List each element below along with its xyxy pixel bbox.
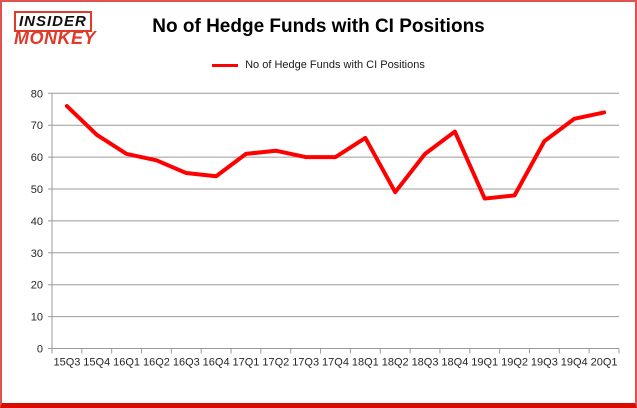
x-axis-tick-label: 17Q4 (322, 357, 349, 369)
x-axis-tick-label: 17Q2 (262, 357, 289, 369)
legend-label: No of Hedge Funds with CI Positions (245, 59, 425, 71)
x-axis-tick-label: 19Q4 (561, 357, 588, 369)
x-axis-tick-label: 19Q2 (501, 357, 528, 369)
x-axis-tick-label: 18Q3 (412, 357, 439, 369)
y-axis-tick-label: 60 (31, 152, 43, 164)
x-axis-tick-label: 16Q2 (143, 357, 170, 369)
line-chart-canvas: 0 10 20 30 40 50 60 70 80 15Q3 15Q4 16Q1 16Q2 16Q3 16Q… (31, 88, 620, 369)
insider-monkey-logo: INSIDER MONKEY (14, 11, 96, 47)
logo-insider-text: INSIDER (14, 11, 92, 32)
y-axis-tick-label: 0 (37, 344, 43, 356)
chart-title: No of Hedge Funds with CI Positions (152, 16, 485, 37)
legend-line-swatch (212, 63, 239, 67)
y-axis-tick-label: 20 (31, 280, 43, 292)
logo-monkey-text: MONKEY (14, 28, 97, 48)
y-axis-tick-label: 30 (31, 248, 43, 260)
x-axis-tick-label: 18Q1 (352, 357, 379, 369)
series-line-0 (64, 104, 607, 201)
x-axis-tick-label: 19Q3 (531, 357, 558, 369)
x-axis-tick-label: 17Q1 (233, 357, 260, 369)
x-axis-tick-label: 17Q3 (292, 357, 319, 369)
x-axis-tick-label: 20Q1 (591, 357, 618, 369)
y-axis-tick-label: 10 (31, 312, 43, 324)
x-axis-tick-label: 16Q3 (173, 357, 200, 369)
y-axis-tick-label: 40 (31, 216, 43, 228)
x-axis-tick-label: 15Q3 (53, 357, 80, 369)
x-axis-tick-label: 16Q1 (113, 357, 140, 369)
legend: No of Hedge Funds with CI Positions (2, 59, 635, 71)
x-axis-tick-label: 19Q1 (471, 357, 498, 369)
y-axis-tick-label: 50 (31, 184, 43, 196)
x-axis-tick-label: 16Q4 (203, 357, 230, 369)
y-axis-tick-label: 80 (31, 88, 43, 100)
y-axis-tick-label: 70 (31, 120, 43, 132)
x-axis-tick-label: 18Q2 (382, 357, 409, 369)
x-axis-tick-label: 18Q4 (441, 357, 468, 369)
x-axis-tick-label: 15Q4 (83, 357, 110, 369)
